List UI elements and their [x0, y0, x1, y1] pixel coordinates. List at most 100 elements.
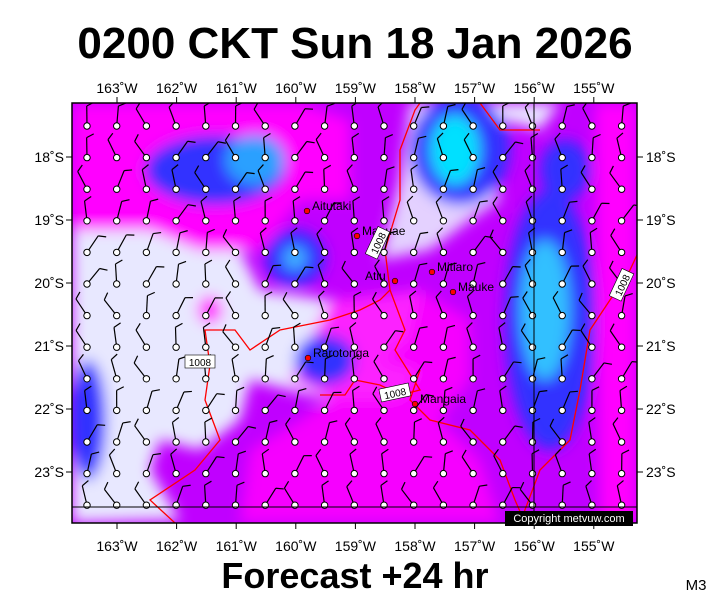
barb-flag [609, 260, 614, 269]
wind-barb [436, 227, 448, 257]
barb-flag [589, 227, 598, 233]
wind-barb [172, 230, 188, 257]
barb-station [172, 311, 180, 320]
barb-station [113, 217, 121, 225]
barb-station [83, 343, 91, 351]
barb-flag [524, 259, 531, 266]
barb-flag [380, 480, 388, 486]
wind-barb [282, 291, 299, 320]
barb-flag [292, 196, 301, 202]
barb-station [113, 248, 121, 257]
barb-station [142, 217, 151, 225]
barb-station [320, 217, 329, 225]
barb-flag [233, 196, 241, 202]
barb-station [588, 406, 596, 415]
wind-barb [261, 394, 286, 415]
barb-station [142, 248, 151, 257]
barb-flag [224, 133, 231, 141]
barb-flag [204, 480, 212, 486]
wind-barb [172, 390, 192, 415]
barb-flag [621, 449, 630, 455]
barb-flag [619, 385, 628, 391]
wind-barb [291, 196, 301, 225]
barb-flag [467, 290, 474, 297]
barb-flag [554, 448, 562, 456]
wind-barb [320, 326, 340, 351]
barb-station [231, 122, 240, 130]
barb-station [439, 469, 448, 478]
wind-barb [617, 449, 630, 478]
barb-flag [204, 259, 213, 265]
wind-barb [77, 164, 91, 193]
barb-flag [419, 262, 428, 266]
barb-flag [182, 484, 191, 487]
barb-station [439, 343, 448, 351]
barb-station [499, 469, 507, 478]
barb-flag [179, 230, 188, 234]
wind-barb [133, 355, 151, 383]
wind-barb [349, 448, 358, 478]
barb-flag [315, 132, 322, 140]
barb-station [261, 438, 269, 446]
wind-barb [224, 133, 240, 162]
barb-flag [110, 353, 118, 360]
barb-flag [316, 227, 323, 235]
barb-flag [86, 103, 94, 107]
barb-station [320, 469, 329, 478]
barb-flag [84, 195, 92, 202]
barb-station [113, 311, 121, 320]
wind-barb [578, 292, 596, 320]
place-marker [353, 232, 361, 240]
barb-flag [78, 354, 84, 362]
wind-barb [350, 385, 360, 415]
barb-flag [113, 322, 121, 328]
barb-flag [477, 388, 486, 392]
barb-flag [444, 386, 453, 392]
wind-barb [261, 448, 270, 478]
wind-barb [558, 104, 575, 130]
wind-barb [261, 291, 273, 320]
barb-flag [108, 448, 116, 456]
barb-flag [484, 235, 493, 239]
wind-barb [202, 393, 225, 415]
barb-station [320, 122, 329, 130]
lon-label: 156˚W [514, 80, 556, 96]
barb-station [588, 375, 596, 383]
barb-station [261, 343, 269, 351]
wind-barb [202, 417, 213, 446]
barb-flag [419, 326, 428, 329]
barb-flag [152, 453, 161, 456]
barb-station [291, 185, 299, 193]
barb-flag [445, 450, 453, 455]
barb-flag [372, 386, 378, 395]
barb-flag [385, 133, 394, 139]
barb-station [439, 280, 448, 288]
barb-station [113, 122, 121, 130]
isobar-label-box [364, 226, 391, 260]
barb-station [231, 280, 240, 288]
barb-flag [135, 322, 141, 331]
barb-flag [588, 417, 596, 423]
barb-flag [86, 133, 94, 139]
barb-flag [282, 291, 288, 300]
barb-station [588, 185, 596, 193]
wind-barb [435, 195, 448, 225]
lat-label: 18˚S [646, 149, 676, 165]
barb-flag [217, 141, 226, 144]
barb-flag [103, 481, 109, 490]
wind-barb [320, 354, 333, 383]
barb-flag [409, 290, 417, 297]
barb-flag [510, 296, 519, 298]
wind-barb [291, 387, 307, 415]
wind-barb [135, 103, 151, 130]
wind-barb [499, 266, 521, 288]
wind-barb [588, 362, 613, 383]
barb-flag [346, 480, 353, 488]
barb-station [350, 311, 358, 320]
wind-barb [375, 417, 388, 446]
barb-station [499, 280, 507, 288]
lat-label: 22˚S [34, 401, 64, 417]
barb-flag [525, 195, 533, 203]
barb-station [202, 217, 210, 225]
wind-barb [372, 291, 388, 320]
